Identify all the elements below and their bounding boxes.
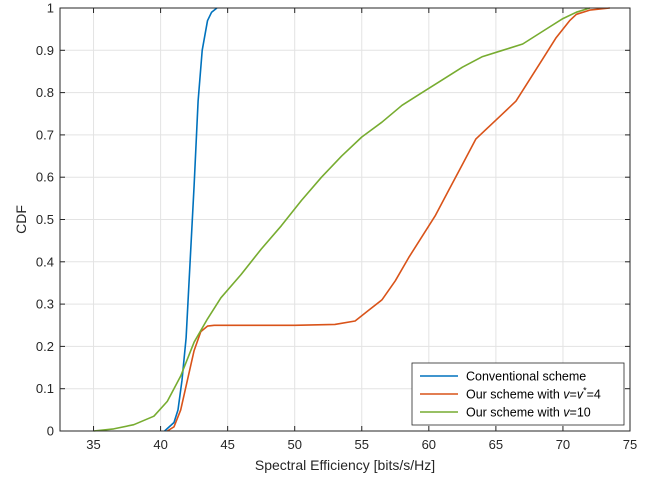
y-axis: 0 0.1 0.2 0.3 0.4 0.5 0.6 0.7 0.8 0.9 1 [36, 1, 630, 439]
x-axis-label: Spectral Efficiency [bits/s/Hz] [255, 457, 435, 473]
legend-text-part: Our scheme with [466, 388, 563, 402]
y-tick-label: 0.4 [36, 254, 54, 269]
x-tick-label: 75 [623, 437, 637, 452]
legend-text-part: * [583, 386, 587, 396]
x-tick-label: 45 [220, 437, 234, 452]
legend-text-part: Our scheme with [466, 406, 563, 420]
legend-text-part: v [577, 388, 584, 402]
legend-entry: Our scheme with v=10 [466, 406, 591, 420]
series-line-3 [93, 7, 591, 432]
grid [60, 7, 631, 432]
y-tick-label: 0.9 [36, 43, 54, 58]
y-axis-label: CDF [13, 205, 29, 234]
legend-entry: Our scheme with v=v*=4 [466, 386, 601, 402]
y-tick-label: 1 [47, 1, 54, 16]
x-tick-label: 70 [556, 437, 570, 452]
legend-text-part: v [563, 406, 570, 420]
series-line-1 [164, 7, 218, 432]
x-tick-label: 65 [489, 437, 503, 452]
y-tick-label: 0 [47, 424, 54, 439]
legend-text-part: =10 [570, 406, 591, 420]
x-tick-label: 35 [86, 437, 100, 452]
x-tick-label: 40 [153, 437, 167, 452]
y-tick-label: 0.2 [36, 339, 54, 354]
legend-text-part: = [570, 388, 577, 402]
y-tick-label: 0.8 [36, 85, 54, 100]
y-tick-label: 0.5 [36, 212, 54, 227]
legend-text-part: v [563, 388, 570, 402]
legend-text-part: Conventional scheme [466, 370, 586, 384]
y-tick-label: 0.7 [36, 127, 54, 142]
series-layer [93, 7, 610, 432]
x-tick-label: 55 [355, 437, 369, 452]
y-tick-label: 0.6 [36, 170, 54, 185]
y-tick-label: 0.1 [36, 381, 54, 396]
y-tick-label: 0.3 [36, 297, 54, 312]
x-axis: 35 40 45 50 55 60 65 70 75 [86, 8, 637, 452]
x-tick-label: 50 [287, 437, 301, 452]
legend-entry: Conventional scheme [466, 370, 586, 384]
legend-text-part: =4 [587, 388, 601, 402]
x-tick-label: 60 [422, 437, 436, 452]
